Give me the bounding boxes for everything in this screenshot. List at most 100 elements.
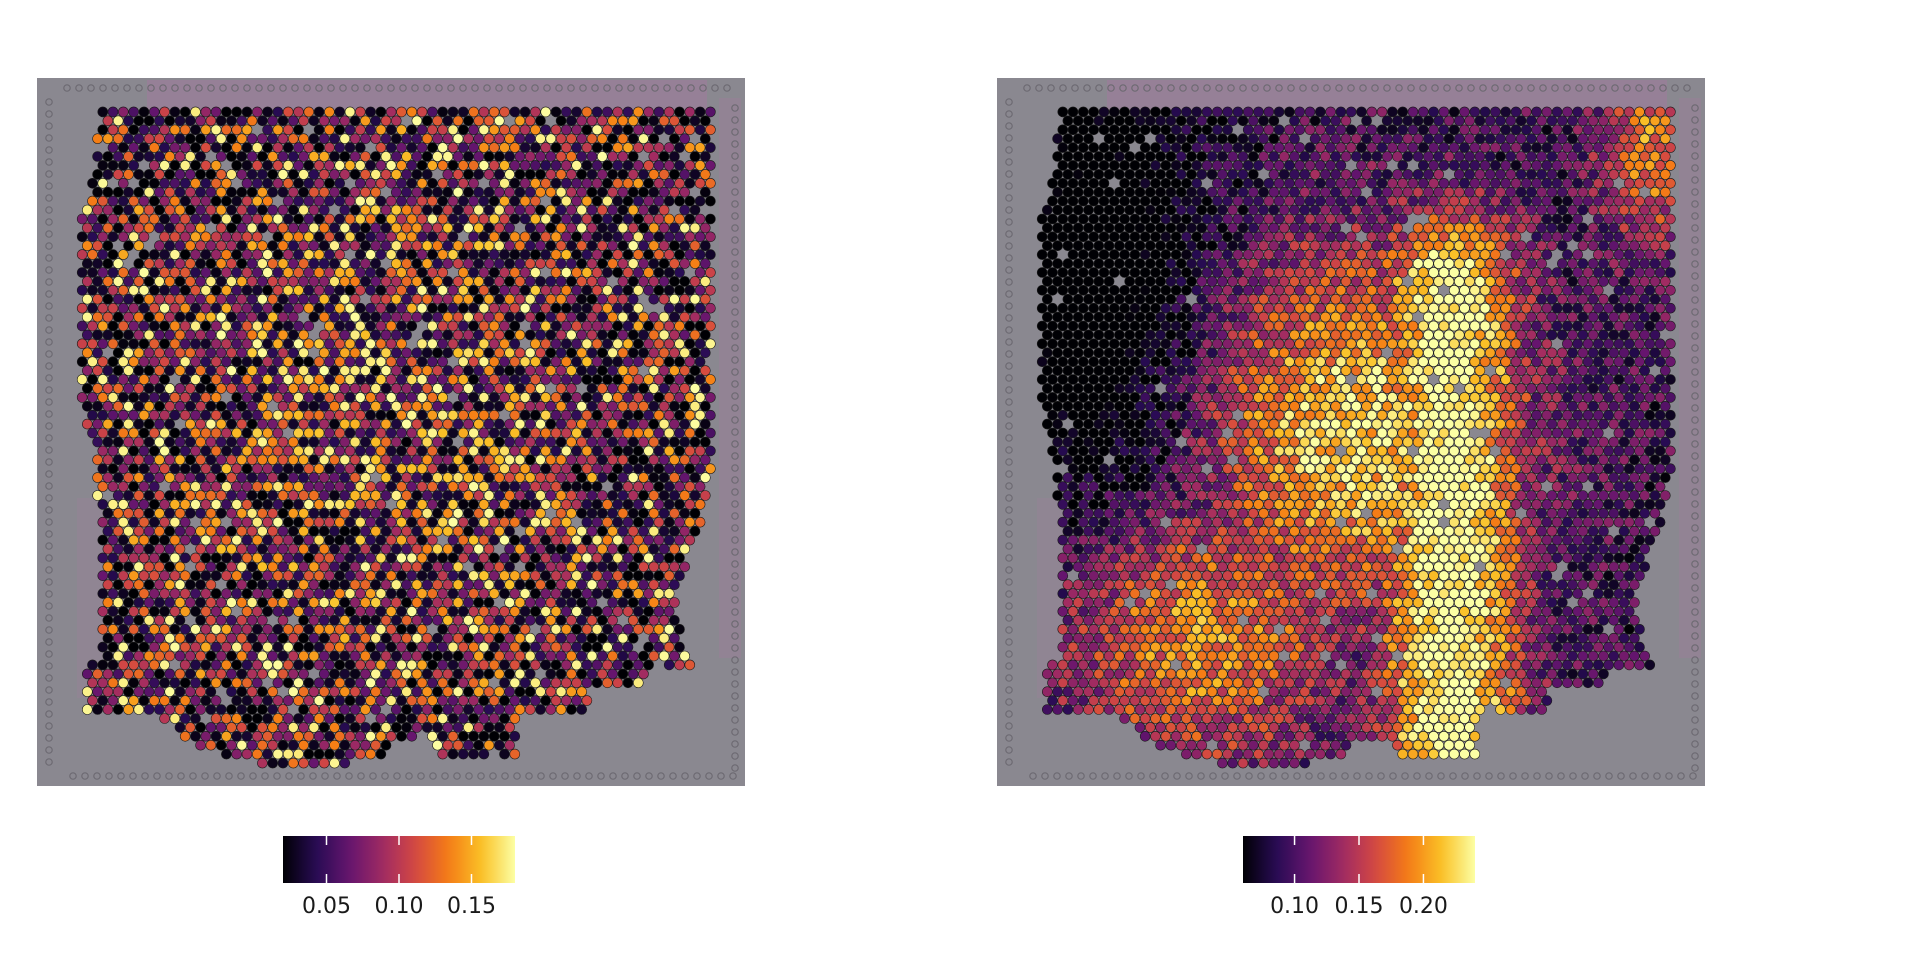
expression-spot <box>1484 115 1496 127</box>
expression-spot <box>1654 106 1666 118</box>
expression-spot <box>1639 222 1651 234</box>
expression-spot <box>1459 195 1470 207</box>
expression-spot <box>401 383 412 394</box>
expression-spot <box>287 293 299 305</box>
expression-spot <box>287 347 299 359</box>
expression-spot <box>396 606 407 617</box>
expression-spot <box>324 481 335 492</box>
expression-spot <box>1314 106 1326 118</box>
expression-spot <box>215 383 227 394</box>
expression-spot <box>499 730 510 742</box>
expression-spot <box>447 409 459 421</box>
expression-spot <box>179 713 191 724</box>
expression-spot <box>236 311 248 323</box>
expression-spot <box>493 686 505 698</box>
expression-spot <box>154 151 165 162</box>
expression-spot <box>354 284 366 296</box>
expression-spot <box>1206 115 1218 127</box>
expression-spot <box>550 231 562 243</box>
expression-spot <box>185 240 196 251</box>
expression-spot <box>483 454 495 466</box>
expression-spot <box>1242 213 1254 225</box>
expression-spot <box>293 231 304 243</box>
expression-spot <box>293 481 304 492</box>
expression-spot <box>190 570 201 582</box>
expression-spot <box>1222 160 1233 171</box>
expression-spot <box>612 570 624 582</box>
expression-spot <box>257 240 268 251</box>
expression-spot <box>653 570 665 582</box>
expression-spot <box>540 284 552 296</box>
expression-spot <box>339 507 351 519</box>
expression-spot <box>468 124 479 136</box>
expression-spot <box>524 293 536 305</box>
expression-spot <box>607 436 618 448</box>
expression-spot <box>143 668 155 680</box>
expression-spot <box>298 597 309 608</box>
expression-spot <box>576 614 588 626</box>
expression-spot <box>663 588 675 599</box>
expression-spot <box>390 204 402 216</box>
expression-spot <box>210 516 222 528</box>
expression-spot <box>653 338 665 350</box>
expression-spot <box>493 347 505 359</box>
expression-spot <box>432 632 443 644</box>
expression-spot <box>1268 151 1280 162</box>
expression-spot <box>241 356 253 368</box>
expression-spot <box>365 124 376 136</box>
expression-spot <box>262 481 273 492</box>
expression-spot <box>406 213 418 225</box>
expression-spot <box>385 178 397 189</box>
expression-spot <box>663 106 675 118</box>
expression-spot <box>468 730 479 742</box>
expression-spot <box>154 525 165 537</box>
expression-spot <box>694 249 706 260</box>
expression-spot <box>344 606 356 617</box>
expression-spot <box>123 686 134 698</box>
expression-spot <box>1505 222 1517 234</box>
expression-spot <box>1273 160 1285 171</box>
expression-spot <box>530 178 541 189</box>
expression-spot <box>617 365 629 376</box>
expression-spot <box>390 115 402 127</box>
expression-spot <box>1155 169 1166 180</box>
expression-spot <box>169 178 181 189</box>
expression-spot <box>1402 186 1414 198</box>
expression-spot <box>123 668 134 680</box>
expression-spot <box>1170 195 1182 207</box>
expression-spot <box>236 347 248 359</box>
expression-spot <box>390 668 402 680</box>
expression-spot <box>215 222 227 234</box>
expression-spot <box>370 293 382 305</box>
expression-spot <box>1294 195 1306 207</box>
expression-spot <box>107 606 119 617</box>
expression-spot <box>545 169 557 180</box>
expression-spot <box>468 588 479 599</box>
expression-spot <box>432 543 443 555</box>
expression-spot <box>82 686 93 698</box>
expression-spot <box>262 534 273 546</box>
expression-spot <box>1325 231 1336 243</box>
expression-spot <box>1531 106 1542 118</box>
expression-spot <box>1232 160 1244 171</box>
expression-spot <box>1320 151 1331 162</box>
expression-spot <box>622 178 634 189</box>
expression-spot <box>236 222 248 234</box>
expression-spot <box>622 588 634 599</box>
expression-spot <box>205 383 217 394</box>
expression-spot <box>241 570 253 582</box>
expression-spot <box>576 579 588 591</box>
expression-spot <box>509 570 521 582</box>
expression-spot <box>1448 106 1460 118</box>
expression-spot <box>1448 213 1460 225</box>
expression-spot <box>519 659 531 671</box>
expression-spot <box>406 374 418 385</box>
expression-spot <box>334 231 346 243</box>
expression-spot <box>437 160 449 171</box>
expression-spot <box>679 436 691 448</box>
expression-spot <box>385 302 397 314</box>
expression-spot <box>313 106 325 118</box>
expression-spot <box>298 722 309 733</box>
expression-spot <box>365 249 376 260</box>
expression-spot <box>251 427 263 439</box>
